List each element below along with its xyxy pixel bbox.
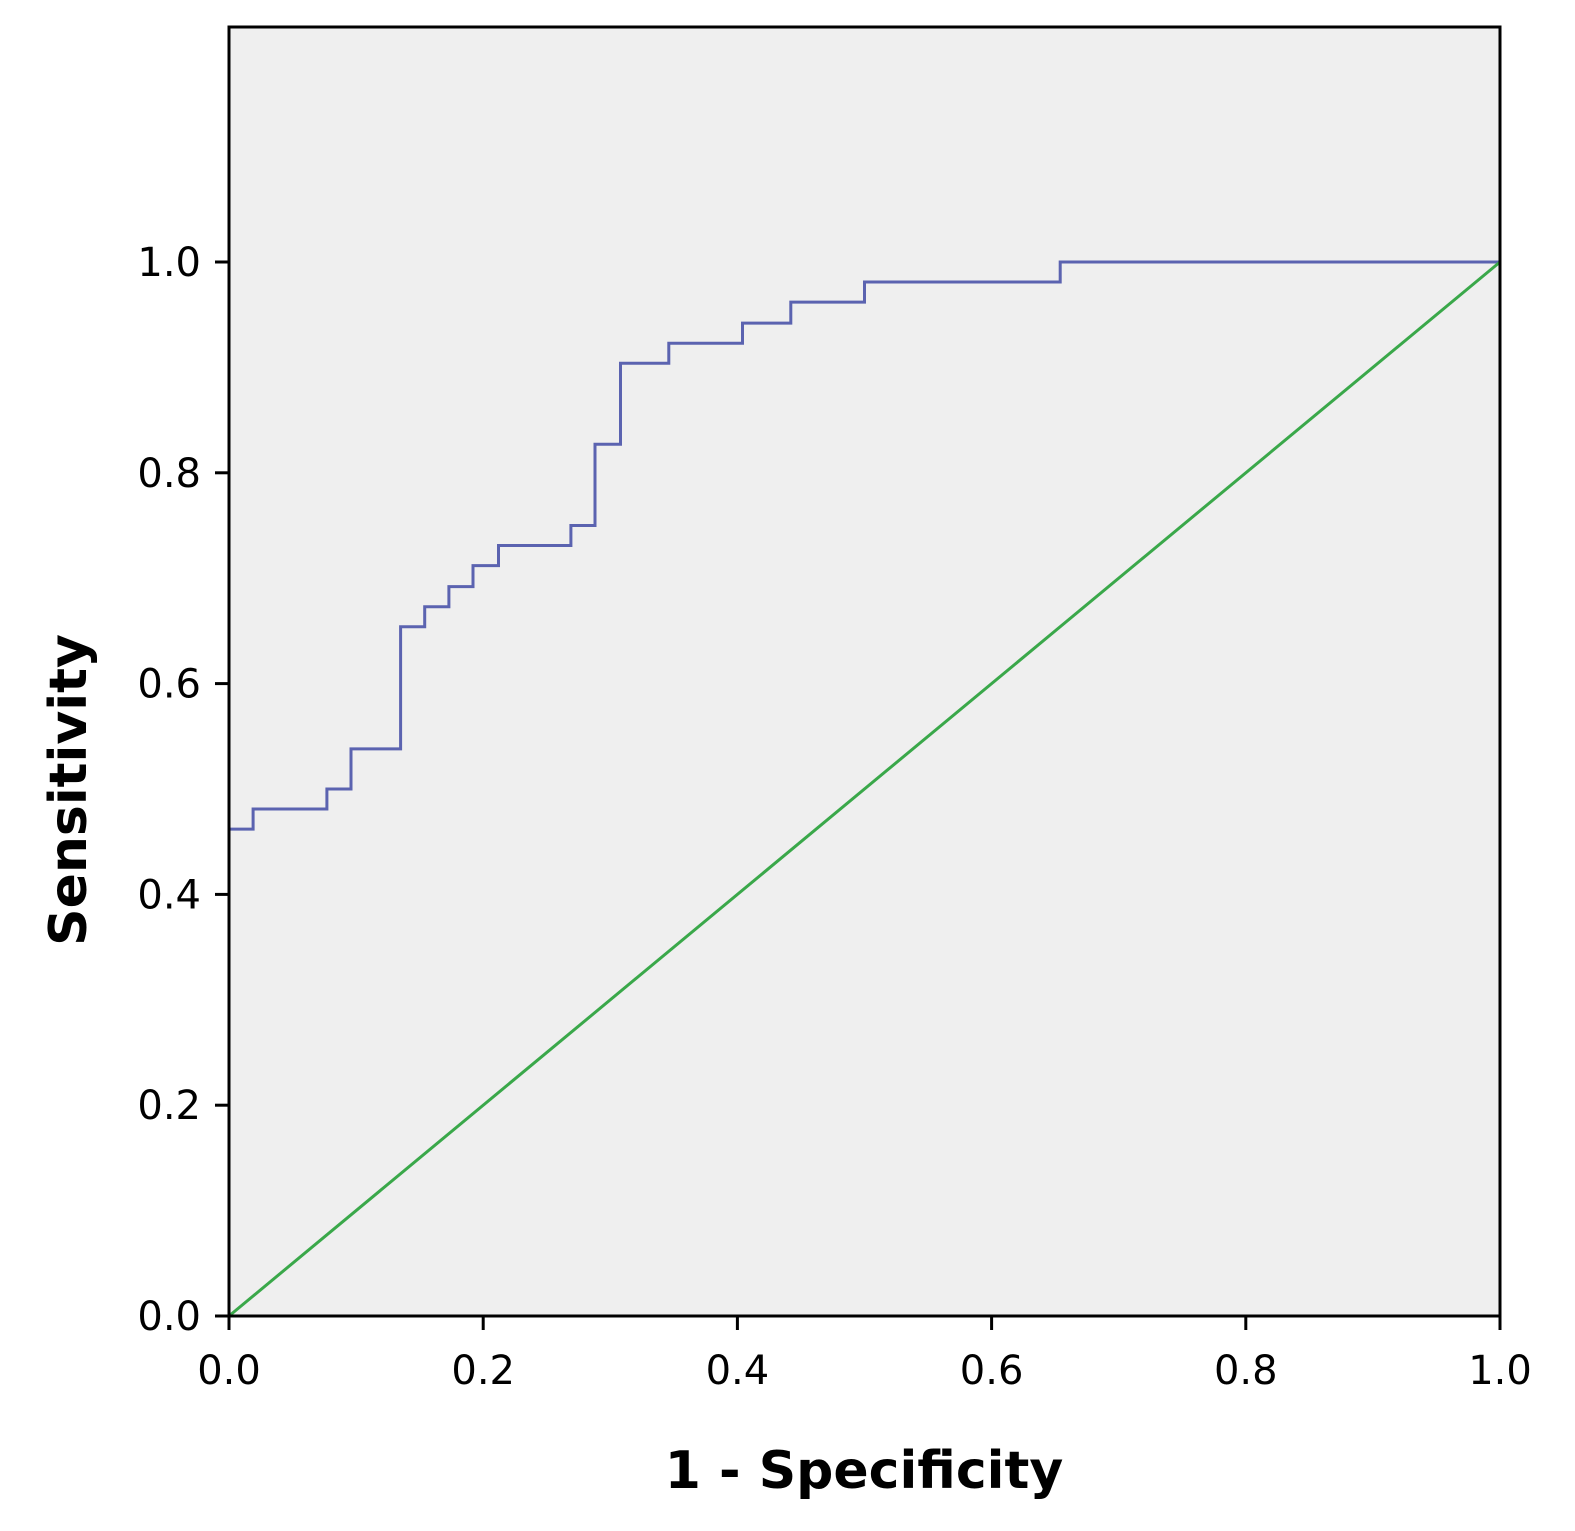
x-tick-label: 0.6 xyxy=(960,1348,1024,1394)
x-axis-ticks: 0.0 0.2 0.4 0.6 0.8 1.0 xyxy=(197,1316,1532,1394)
y-tick-label: 0.6 xyxy=(137,662,201,708)
x-tick-label: 0.0 xyxy=(197,1348,261,1394)
y-axis-title: Sensitivity xyxy=(39,634,99,946)
x-tick-label: 1.0 xyxy=(1468,1348,1532,1394)
y-tick-label: 1.0 xyxy=(137,240,201,286)
x-axis-title: 1 - Specificity xyxy=(665,1441,1064,1501)
x-tick-label: 0.4 xyxy=(706,1348,770,1394)
y-tick-label: 0.0 xyxy=(137,1294,201,1340)
y-tick-label: 0.4 xyxy=(137,872,201,918)
series-layer xyxy=(227,260,1501,1318)
y-axis-ticks: 0.0 0.2 0.4 0.6 0.8 1.0 xyxy=(137,240,229,1340)
x-tick-label: 0.8 xyxy=(1214,1348,1278,1394)
y-tick-label: 0.2 xyxy=(137,1083,201,1129)
plot-area xyxy=(229,27,1500,1316)
reference-diagonal-line xyxy=(228,260,1501,1318)
x-tick-label: 0.2 xyxy=(451,1348,515,1394)
roc-curve-line xyxy=(227,260,1500,1316)
plot-frame xyxy=(227,25,1502,1318)
y-tick-label: 0.8 xyxy=(137,451,201,497)
